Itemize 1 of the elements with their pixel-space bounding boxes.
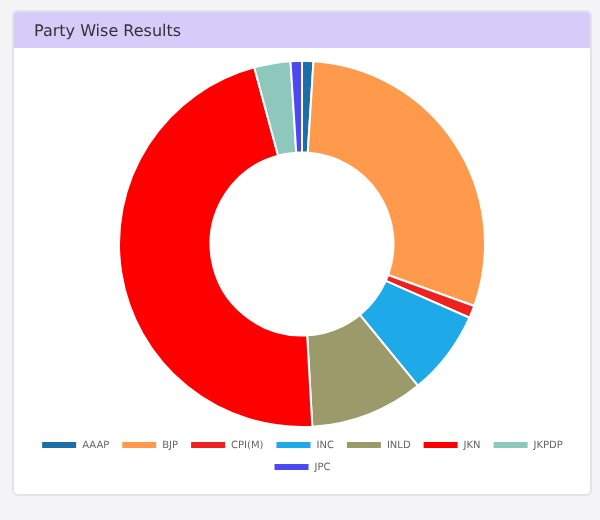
chart-title: Party Wise Results <box>14 12 590 48</box>
